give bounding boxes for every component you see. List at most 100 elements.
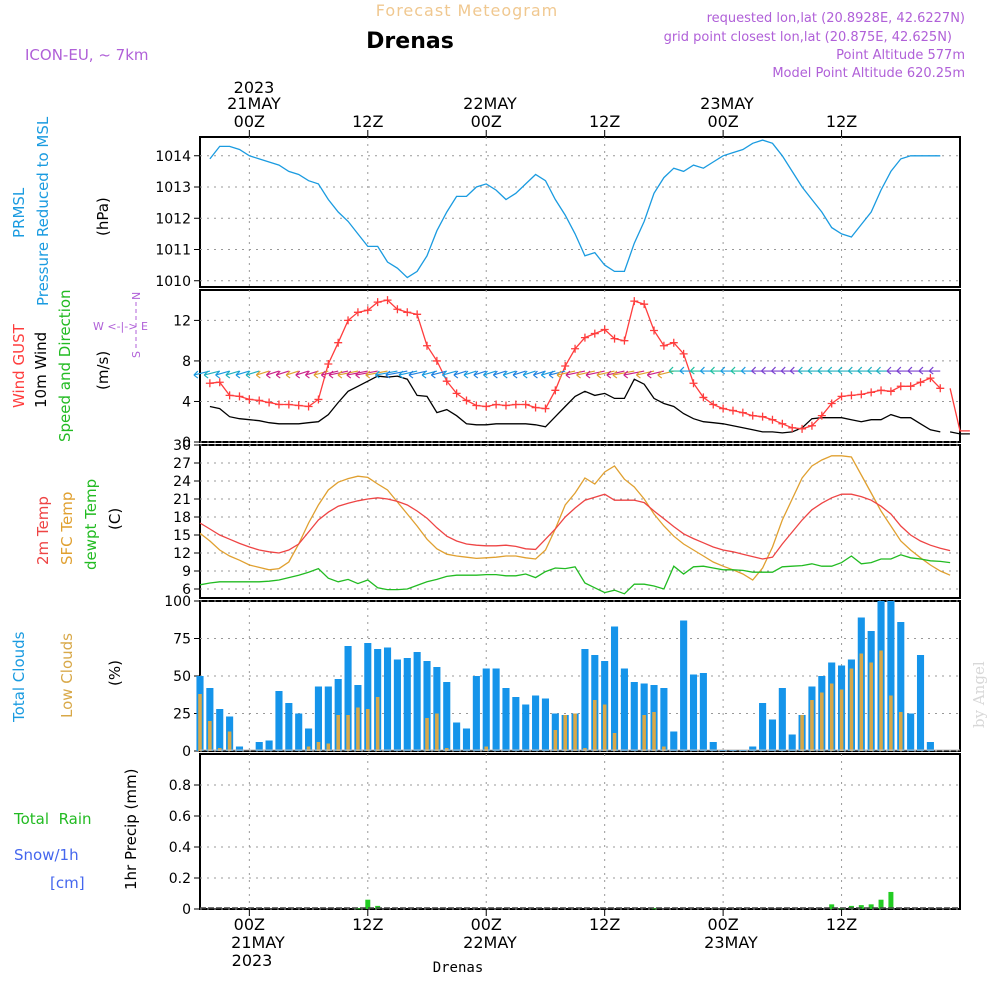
wind-direction-arrow xyxy=(565,370,586,379)
wind-direction-arrow xyxy=(612,370,635,379)
wind-gust-point xyxy=(679,349,688,358)
wind-direction-arrow xyxy=(918,366,931,375)
rain-bar xyxy=(365,899,371,909)
panel-frame-precipitation xyxy=(199,753,961,910)
wind-direction-arrow xyxy=(328,370,349,379)
low-cloud-bar xyxy=(563,715,567,751)
wind-10m-tail xyxy=(949,431,970,435)
wind-gust-point xyxy=(521,400,530,409)
wind-gust-point xyxy=(205,379,214,388)
top-hour-label: 12Z xyxy=(826,112,857,131)
rain-bar xyxy=(888,891,894,909)
wind-direction-arrow xyxy=(556,370,576,379)
low-cloud-bar xyxy=(642,715,646,751)
requested-coords: requested lon,lat (20.8928E, 42.6227N) xyxy=(707,11,965,26)
cloud-panel: 0 25 50 75 100 xyxy=(164,594,960,760)
low-cloud-bar xyxy=(839,689,844,751)
total-cloud-bar xyxy=(482,668,490,751)
low-cloud-bar xyxy=(553,730,558,751)
wind-gust-point xyxy=(462,396,471,405)
wind-gust-point xyxy=(590,329,599,338)
low-cloud-bar xyxy=(573,713,577,751)
wind-gust-point xyxy=(748,411,757,420)
total-cloud-bar xyxy=(759,703,767,751)
wind-gust-point xyxy=(580,333,589,342)
footer-station: Drenas xyxy=(433,960,484,976)
wind-gust-point xyxy=(235,392,244,401)
total-cloud-bar xyxy=(897,622,905,751)
cloud-total-label: Total Clouds xyxy=(10,631,28,723)
wind-gust-point xyxy=(827,399,836,408)
wind-gust-point xyxy=(314,395,323,404)
panel-frame-pressure xyxy=(199,136,961,288)
wind-direction-arrow xyxy=(441,370,457,379)
total-cloud-bar xyxy=(502,688,510,751)
total-cloud-bar xyxy=(620,668,628,751)
low-cloud-bar xyxy=(316,742,321,751)
top-hour-label: 00Z xyxy=(471,112,502,131)
bottom-hour-label: 12Z xyxy=(352,915,383,934)
total-cloud-bar xyxy=(532,695,540,751)
wind-gust-point xyxy=(482,402,491,411)
total-cloud-bar xyxy=(216,709,224,751)
wind-gust-point xyxy=(659,341,668,350)
wind-gust-point xyxy=(383,296,392,305)
wind-gust-point xyxy=(630,297,639,306)
bottom-day-label-3: 23MAY xyxy=(704,933,758,952)
rain-bar xyxy=(858,905,864,909)
y-tick-label: 6 xyxy=(182,582,191,598)
wind-gust-point xyxy=(423,341,432,350)
low-cloud-bar xyxy=(484,746,489,751)
total-cloud-bar xyxy=(344,646,352,751)
wind-direction-arrow xyxy=(463,370,477,379)
wind-panel: 0 4 8 12 xyxy=(173,290,970,451)
sfc-temp-line xyxy=(199,455,951,581)
wind-direction-arrow xyxy=(720,366,733,375)
wind-gust-point xyxy=(442,377,451,386)
wind-gust-point xyxy=(373,298,382,307)
wind-gust-point xyxy=(501,401,510,410)
low-cloud-bar xyxy=(820,692,824,751)
total-cloud-bar xyxy=(699,673,707,751)
wind-gust-point xyxy=(847,391,856,400)
snow-label: Snow/1h xyxy=(14,846,79,864)
dewpoint-line xyxy=(199,554,951,595)
wind-direction-arrow xyxy=(453,370,467,379)
wind-gust-point xyxy=(610,334,619,343)
temp-2m-label: 2m Temp xyxy=(34,496,52,565)
wind-gust-point xyxy=(837,392,846,401)
wind-gust-point xyxy=(324,359,333,368)
wind-direction-arrow xyxy=(305,370,319,379)
total-cloud-bar xyxy=(660,688,668,751)
total-cloud-bar xyxy=(630,682,638,751)
wind-10m-label: 10m Wind xyxy=(32,332,50,408)
rain-total-label: Total Rain xyxy=(13,810,92,828)
wind-gust-point xyxy=(304,402,313,411)
wind-direction-arrow xyxy=(295,370,309,379)
low-cloud-bar xyxy=(662,746,666,751)
total-cloud-bar xyxy=(541,698,550,751)
precip-panel: 0 0.2 0.4 0.6 0.8 xyxy=(169,754,960,918)
total-cloud-bar xyxy=(512,697,520,751)
compass-n: N xyxy=(130,292,143,300)
wind-direction-arrow xyxy=(522,370,536,379)
wind-gust-point xyxy=(640,300,649,309)
wind-direction-arrow xyxy=(235,370,250,379)
wind-10m-line xyxy=(209,375,941,434)
wind-gust-label: Wind GUST xyxy=(10,323,28,408)
y-tick-label: 0 xyxy=(182,435,191,451)
wind-gust-point xyxy=(817,411,826,420)
wind-direction-arrow xyxy=(907,366,921,375)
wind-direction-arrow xyxy=(740,366,753,375)
y-tick-label: 100 xyxy=(164,594,191,610)
low-cloud-bar xyxy=(800,715,804,751)
bottom-day-label-2: 22MAY xyxy=(463,933,517,952)
wind-gust-point xyxy=(274,400,283,409)
top-year-label: 2023 xyxy=(234,78,275,97)
y-tick-label: 9 xyxy=(182,564,191,580)
wind-gust-tail xyxy=(949,388,970,432)
wind-direction-arrow xyxy=(928,366,941,375)
wind-direction-arrow xyxy=(408,370,428,379)
wind-direction-arrow xyxy=(585,370,605,379)
